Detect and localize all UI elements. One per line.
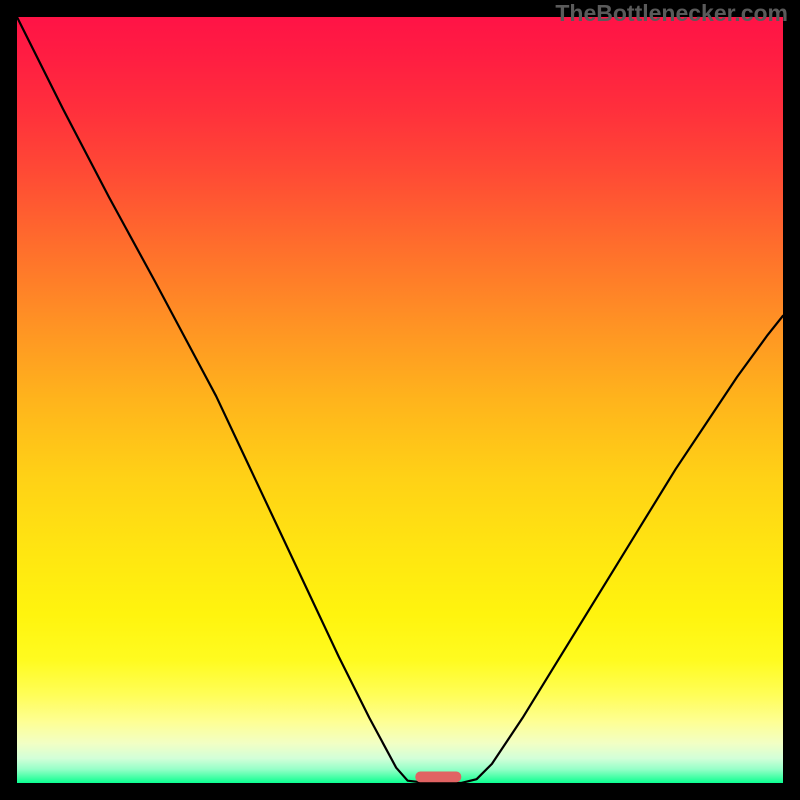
bottleneck-curve bbox=[17, 17, 783, 783]
watermark-text: TheBottlenecker.com bbox=[555, 0, 788, 27]
optimal-zone-marker bbox=[415, 772, 461, 783]
curve-layer bbox=[17, 17, 783, 783]
plot-area bbox=[17, 17, 783, 783]
bottleneck-chart: TheBottlenecker.com bbox=[0, 0, 800, 800]
